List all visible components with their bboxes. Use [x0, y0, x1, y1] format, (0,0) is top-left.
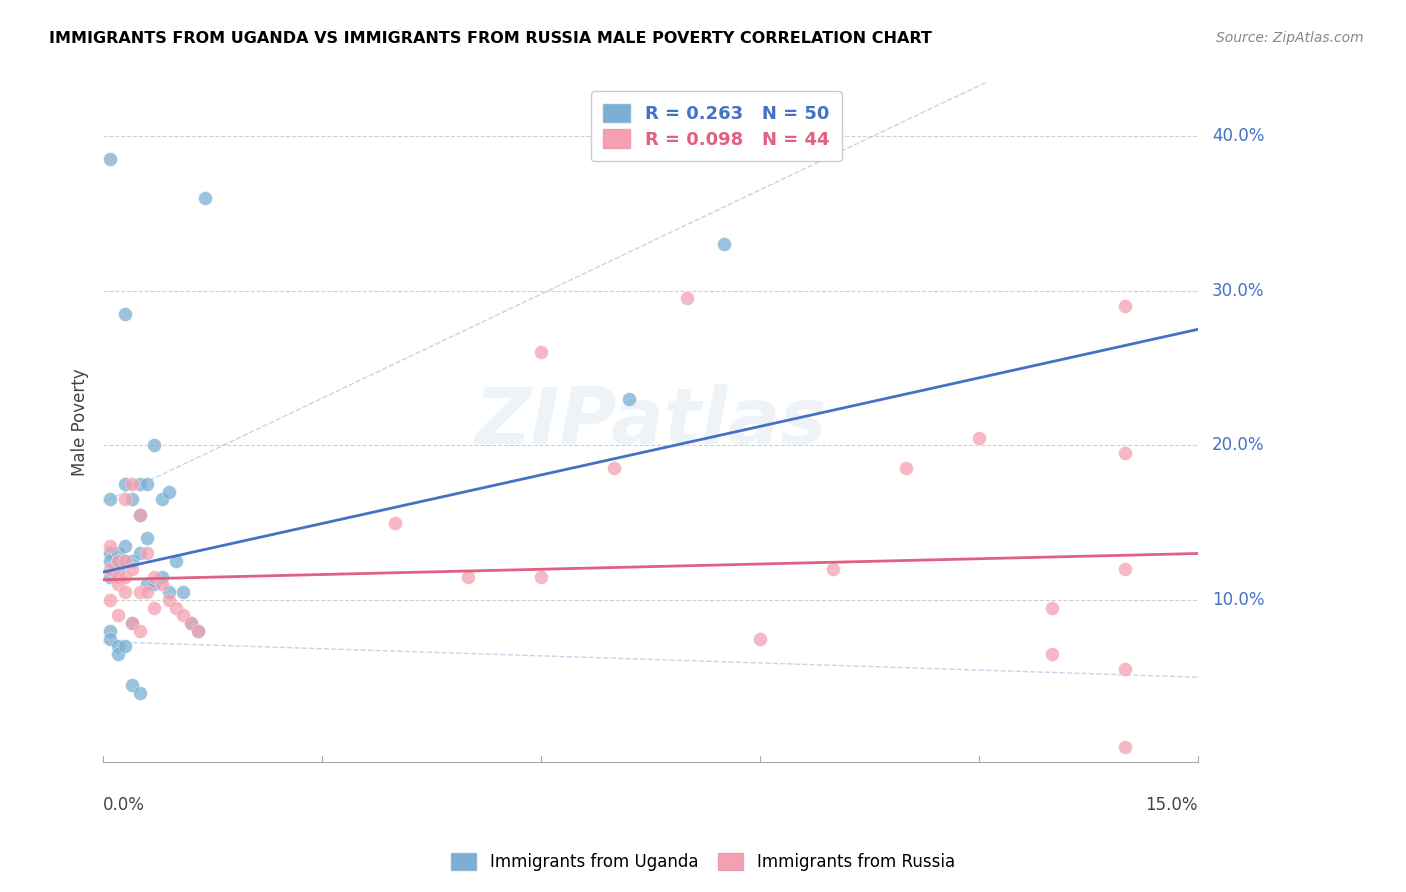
Point: [172, 608, 194, 623]
Point: [135, 546, 157, 560]
Point: [121, 678, 143, 692]
Point: [100, 539, 122, 553]
Point: [187, 624, 209, 638]
Point: [157, 484, 180, 499]
Point: [1040, 600, 1063, 615]
Point: [128, 624, 150, 638]
Text: 15.0%: 15.0%: [1146, 797, 1198, 814]
Point: [100, 624, 122, 638]
Text: 20.0%: 20.0%: [1212, 436, 1264, 454]
Point: [100, 569, 122, 583]
Legend: R = 0.263   N = 50, R = 0.098   N = 44: R = 0.263 N = 50, R = 0.098 N = 44: [591, 91, 842, 161]
Point: [1114, 739, 1136, 754]
Text: Source: ZipAtlas.com: Source: ZipAtlas.com: [1216, 31, 1364, 45]
Legend: Immigrants from Uganda, Immigrants from Russia: Immigrants from Uganda, Immigrants from …: [443, 845, 963, 880]
Point: [603, 461, 626, 475]
Point: [1114, 446, 1136, 460]
Point: [128, 508, 150, 522]
Point: [107, 554, 129, 568]
Point: [135, 585, 157, 599]
Point: [1114, 299, 1136, 313]
Point: [823, 562, 845, 576]
Point: [100, 554, 122, 568]
Point: [135, 577, 157, 591]
Point: [530, 569, 553, 583]
Point: [100, 546, 122, 560]
Point: [121, 476, 143, 491]
Point: [143, 577, 166, 591]
Point: [100, 152, 122, 166]
Point: [157, 592, 180, 607]
Point: [100, 632, 122, 646]
Point: [114, 476, 136, 491]
Text: 30.0%: 30.0%: [1212, 282, 1264, 300]
Point: [713, 237, 735, 252]
Point: [100, 562, 122, 576]
Point: [107, 554, 129, 568]
Point: [143, 569, 166, 583]
Point: [172, 585, 194, 599]
Point: [107, 577, 129, 591]
Point: [121, 562, 143, 576]
Point: [1114, 663, 1136, 677]
Point: [100, 492, 122, 507]
Point: [107, 546, 129, 560]
Point: [107, 608, 129, 623]
Point: [530, 345, 553, 359]
Point: [150, 569, 173, 583]
Y-axis label: Male Poverty: Male Poverty: [72, 368, 89, 475]
Point: [107, 562, 129, 576]
Text: ZIPatlas: ZIPatlas: [474, 384, 827, 460]
Point: [114, 307, 136, 321]
Point: [114, 539, 136, 553]
Point: [1040, 647, 1063, 661]
Point: [180, 616, 202, 631]
Point: [143, 438, 166, 452]
Point: [157, 585, 180, 599]
Point: [143, 600, 166, 615]
Point: [100, 592, 122, 607]
Point: [180, 616, 202, 631]
Point: [114, 569, 136, 583]
Point: [1114, 562, 1136, 576]
Point: [967, 430, 990, 444]
Point: [135, 476, 157, 491]
Point: [150, 492, 173, 507]
Point: [457, 569, 479, 583]
Point: [894, 461, 917, 475]
Point: [114, 640, 136, 654]
Point: [384, 516, 406, 530]
Point: [165, 600, 187, 615]
Point: [128, 546, 150, 560]
Point: [114, 554, 136, 568]
Point: [165, 554, 187, 568]
Point: [114, 492, 136, 507]
Point: [128, 585, 150, 599]
Text: IMMIGRANTS FROM UGANDA VS IMMIGRANTS FROM RUSSIA MALE POVERTY CORRELATION CHART: IMMIGRANTS FROM UGANDA VS IMMIGRANTS FRO…: [49, 31, 932, 46]
Point: [676, 291, 699, 305]
Point: [121, 554, 143, 568]
Text: 10.0%: 10.0%: [1212, 591, 1264, 609]
Point: [107, 640, 129, 654]
Point: [107, 569, 129, 583]
Point: [749, 632, 772, 646]
Point: [114, 585, 136, 599]
Point: [128, 476, 150, 491]
Point: [121, 616, 143, 631]
Point: [150, 577, 173, 591]
Point: [135, 531, 157, 545]
Point: [194, 191, 217, 205]
Text: 40.0%: 40.0%: [1212, 127, 1264, 145]
Point: [121, 616, 143, 631]
Point: [128, 686, 150, 700]
Point: [187, 624, 209, 638]
Point: [121, 492, 143, 507]
Text: 0.0%: 0.0%: [103, 797, 145, 814]
Point: [617, 392, 640, 406]
Point: [107, 647, 129, 661]
Point: [128, 508, 150, 522]
Point: [114, 554, 136, 568]
